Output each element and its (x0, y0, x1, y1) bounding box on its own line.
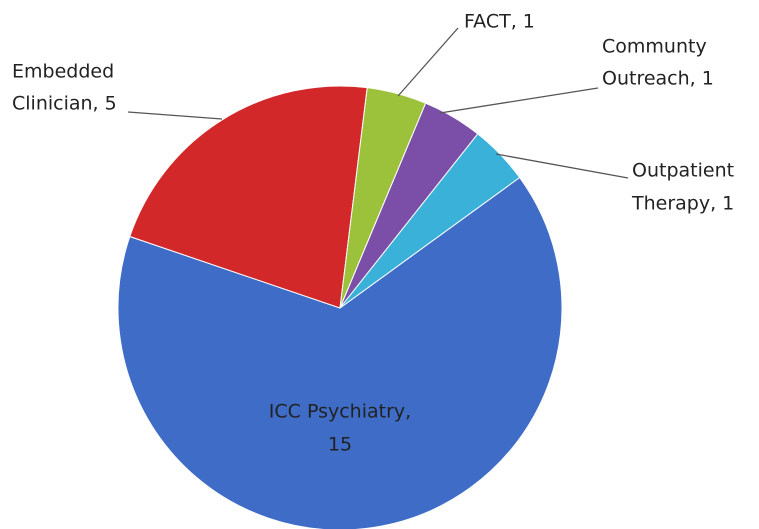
leader-line (495, 153, 629, 179)
slice-label: 15 (328, 434, 352, 456)
slice-label: Communty (602, 36, 707, 58)
leader-line (397, 27, 459, 97)
pie-slice (117, 176, 563, 529)
slice-label: Outreach, 1 (602, 68, 714, 90)
slice-label: FACT, 1 (464, 11, 535, 33)
leader-line (127, 111, 223, 120)
slice-label: Therapy, 1 (631, 193, 734, 215)
slice-label: Outpatient (632, 160, 734, 182)
leader-line (439, 87, 599, 114)
pie-slice (129, 85, 368, 309)
slice-label: Embedded (12, 61, 114, 83)
slice-label: ICC Psychiatry, (269, 401, 411, 423)
slice-label: Clinician, 5 (12, 93, 117, 115)
